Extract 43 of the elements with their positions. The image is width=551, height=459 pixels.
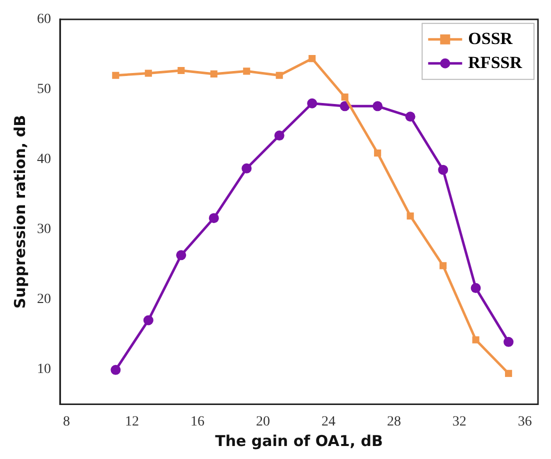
point bbox=[374, 149, 382, 157]
x-tick-label: 8 bbox=[63, 414, 70, 430]
y-tick-label: 10 bbox=[37, 362, 51, 377]
point bbox=[405, 112, 416, 122]
point bbox=[208, 213, 219, 224]
x-tick-label: 24 bbox=[321, 414, 336, 430]
x-axis-title: The gain of OA1, dB bbox=[215, 432, 383, 450]
point bbox=[210, 70, 218, 78]
point bbox=[308, 55, 316, 62]
point bbox=[406, 212, 414, 220]
legend-label: OSSR bbox=[468, 28, 514, 48]
point bbox=[112, 72, 120, 79]
point bbox=[276, 72, 283, 79]
x-tick-label: 36 bbox=[518, 414, 532, 430]
x-tick-label: 20 bbox=[256, 414, 270, 430]
legend-label: RFSSR bbox=[468, 52, 523, 72]
x-tick-label: 32 bbox=[452, 414, 466, 430]
point bbox=[341, 94, 348, 101]
point bbox=[143, 315, 154, 326]
point bbox=[242, 163, 252, 174]
x-tick-label: 12 bbox=[125, 414, 140, 430]
x-tick-label: 28 bbox=[386, 414, 401, 430]
point bbox=[438, 164, 448, 175]
y-tick-label: 40 bbox=[37, 152, 51, 167]
point bbox=[307, 98, 318, 108]
point bbox=[176, 250, 186, 260]
point bbox=[504, 336, 514, 347]
point bbox=[470, 283, 481, 294]
x-tick-label: 16 bbox=[190, 414, 205, 430]
point bbox=[472, 336, 480, 344]
point bbox=[372, 101, 383, 112]
point bbox=[440, 262, 447, 270]
y-tick-label: 60 bbox=[37, 12, 51, 28]
y-axis-title: Suppression ration, dB bbox=[10, 114, 29, 309]
y-tick-label: 50 bbox=[37, 82, 51, 98]
y-tick-label: 30 bbox=[37, 222, 51, 237]
point bbox=[274, 130, 284, 141]
point bbox=[110, 364, 121, 375]
point bbox=[144, 70, 152, 77]
point bbox=[243, 68, 250, 75]
point bbox=[505, 370, 512, 377]
point bbox=[178, 66, 185, 74]
y-tick-label: 20 bbox=[37, 292, 51, 307]
